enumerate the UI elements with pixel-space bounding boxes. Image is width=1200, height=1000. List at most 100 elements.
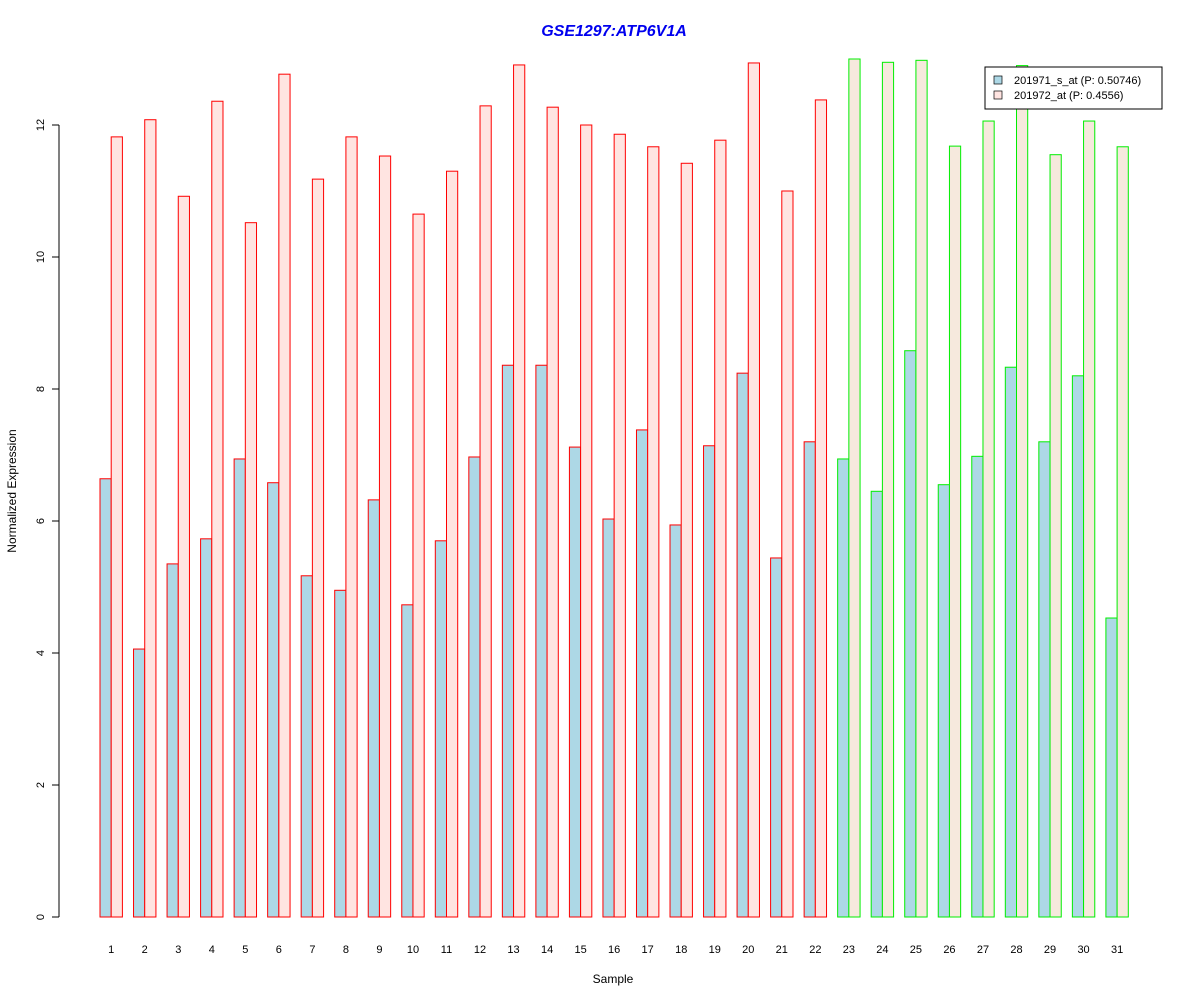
bar-201971-sample-28 [1004,366,1018,918]
bar-201972-sample-27 [982,120,995,918]
x-tick-label: 20 [742,944,754,956]
bar-201972-sample-2 [144,119,157,918]
bar-201971-sample-25 [904,350,917,918]
x-ticks: 1 2 3 4 5 6 7 8 9 10 11 12 13 14 15 16 17 18 19 20 21 22 23 24 2… [108,944,1123,956]
bar-201972-sample-19 [714,139,727,918]
x-tick-label: 3 [175,944,181,956]
legend-swatch-2 [993,90,1003,100]
bar-201972-sample-11 [446,170,459,918]
x-tick-label: 16 [608,944,620,956]
x-tick-label: 10 [407,944,419,956]
x-tick-label: 7 [309,944,315,956]
bar-201971-sample-15 [568,446,582,918]
bar-201972-sample-25 [915,59,928,918]
bar-201972-sample-16 [613,133,626,918]
bar-201972-sample-15 [580,124,593,918]
bar-201972-sample-3 [177,195,190,918]
bar-201971-sample-29 [1038,441,1051,918]
x-tick-label: 21 [776,944,788,956]
bar-201971-sample-17 [635,429,649,918]
x-tick-label: 30 [1077,944,1089,956]
bar-201972-sample-31 [1116,146,1129,918]
x-tick-label: 27 [977,944,989,956]
bar-201971-sample-7 [300,575,313,918]
x-tick-label: 13 [507,944,519,956]
bar-201971-sample-31 [1105,617,1118,918]
bar-201971-sample-26 [937,484,950,918]
bar-201972-sample-28 [1016,65,1029,918]
bar-201971-sample-2 [133,648,146,918]
x-tick-label: 5 [242,944,248,956]
bar-201971-sample-5 [233,458,246,918]
x-tick-label: 24 [876,944,888,956]
y-tick-label: 0 [35,914,47,920]
bar-201971-sample-23 [837,458,850,918]
bar-201971-sample-13 [501,364,515,918]
bar-201972-sample-5 [244,222,258,918]
bar-201971-sample-4 [200,538,213,918]
bar-201972-sample-20 [747,62,760,918]
bar-201971-sample-30 [1071,375,1085,918]
bar-201972-sample-12 [479,105,492,918]
bar-201972-sample-18 [680,162,693,918]
x-tick-label: 28 [1010,944,1022,956]
x-tick-label: 9 [376,944,382,956]
x-tick-label: 12 [474,944,486,956]
x-axis-label: Sample [593,972,634,986]
bar-201972-sample-26 [948,145,962,918]
bar-201972-sample-10 [412,213,425,918]
bar-201972-sample-23 [848,58,861,918]
legend-label-1: 201971_s_at (P: 0.50746) [1014,75,1141,87]
bar-201972-sample-14 [546,106,559,918]
y-axis-label: Normalized Expression [5,429,19,552]
bar-201971-sample-1 [99,478,112,918]
x-tick-label: 17 [642,944,654,956]
bar-201971-sample-20 [736,372,749,918]
bar-201971-sample-10 [401,604,414,918]
y-tick-label: 2 [35,782,47,788]
x-tick-label: 22 [809,944,821,956]
bars [99,58,1129,918]
bar-201971-sample-14 [535,364,548,918]
bar-201971-sample-16 [602,518,615,918]
x-tick-label: 29 [1044,944,1056,956]
x-tick-label: 4 [209,944,215,956]
bar-201972-sample-24 [881,61,895,918]
bar-201972-sample-30 [1083,120,1096,918]
bar-201972-sample-17 [647,146,660,918]
x-tick-label: 11 [441,944,452,956]
legend: 201971_s_at (P: 0.50746) 201972_at (P: 0… [984,66,1163,110]
x-tick-label: 31 [1111,944,1123,956]
bar-201972-sample-22 [814,99,828,918]
x-tick-label: 14 [541,944,553,956]
x-tick-label: 18 [675,944,687,956]
y-tick-label: 8 [35,386,47,392]
x-tick-label: 6 [276,944,282,956]
bar-201971-sample-18 [669,524,682,918]
y-tick-label: 12 [35,119,47,131]
y-ticks: 0 2 4 6 8 10 12 [35,119,59,920]
bar-201971-sample-24 [870,490,883,918]
bar-201971-sample-6 [267,482,280,918]
bar-201971-sample-8 [334,589,347,918]
bar-201972-sample-9 [378,155,392,918]
bar-201972-sample-8 [345,136,358,918]
bar-201972-sample-13 [513,64,526,918]
x-tick-label: 2 [142,944,148,956]
y-tick-label: 6 [35,518,47,524]
bar-201971-sample-22 [803,441,816,918]
chart-title: GSE1297:ATP6V1A [541,23,687,40]
x-tick-label: 23 [843,944,855,956]
y-tick-label: 4 [35,650,47,656]
legend-swatch-1 [993,75,1003,85]
legend-label-2: 201972_at (P: 0.4556) [1014,90,1123,102]
bar-201972-sample-21 [781,190,794,918]
legend-box [984,66,1163,110]
x-tick-label: 1 [108,944,114,956]
bar-201972-sample-7 [311,178,325,918]
bar-201971-sample-11 [434,540,447,918]
bar-201971-sample-19 [703,445,716,918]
x-tick-label: 25 [910,944,922,956]
x-tick-label: 26 [943,944,955,956]
